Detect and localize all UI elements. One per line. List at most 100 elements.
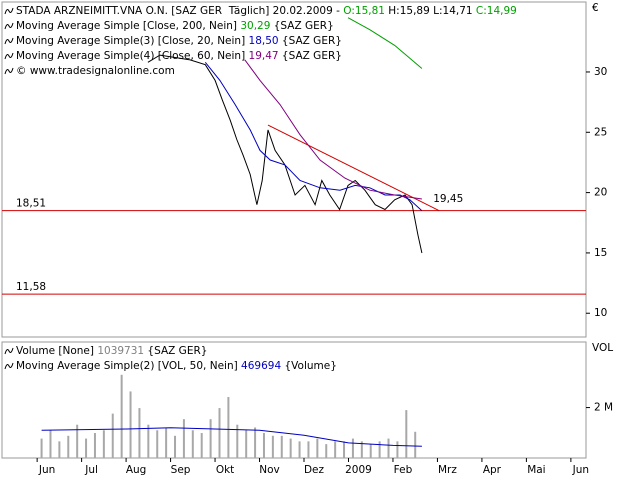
- volume-bar: [325, 444, 328, 458]
- volume-bar: [289, 438, 292, 458]
- volume-bar: [369, 444, 372, 458]
- volume-bar: [111, 413, 114, 458]
- volume-bar: [102, 430, 105, 458]
- y-tick-label: 25: [594, 126, 607, 138]
- legend-part: {Volume}: [281, 360, 337, 372]
- volume-bar: [85, 438, 88, 458]
- series-line: [244, 59, 422, 200]
- volume-bar: [254, 427, 257, 458]
- volume-bar: [93, 433, 96, 458]
- series-line: [147, 54, 423, 254]
- legend-entry: Moving Average Simple(2) [VOL, 50, Nein]…: [16, 360, 337, 372]
- axis-unit: VOL: [592, 342, 613, 354]
- legend-icon: [4, 37, 14, 45]
- legend-part: H:15,89 L:14,71: [385, 5, 476, 17]
- volume-bar: [316, 438, 319, 458]
- volume-bar: [271, 435, 274, 458]
- volume-bar: [218, 408, 221, 458]
- volume-bar: [165, 427, 168, 458]
- volume-bar: [307, 441, 310, 458]
- volume-bar: [280, 435, 283, 458]
- y-tick-label: 20: [594, 187, 607, 199]
- y-tick-label: 10: [594, 307, 607, 319]
- volume-bar: [174, 435, 177, 458]
- volume-bar: [334, 441, 337, 458]
- legend-part: Moving Average Simple(2) [VOL, 50, Nein]: [16, 360, 241, 372]
- x-tick-label: Jun: [38, 464, 55, 476]
- x-tick-label: Dez: [304, 464, 325, 476]
- volume-bar: [236, 424, 239, 458]
- level-label: 18,51: [16, 198, 46, 210]
- volume-bar: [387, 438, 390, 458]
- volume-bar: [209, 419, 212, 458]
- legend-icon: [4, 347, 14, 355]
- series-line: [41, 427, 422, 447]
- volume-bar: [200, 433, 203, 458]
- legend-part: 19,47: [249, 50, 279, 62]
- legend-part: O:15,81: [343, 5, 385, 17]
- legend-part: © www.tradesignalonline.com: [16, 65, 175, 77]
- y-tick-label: 15: [594, 247, 607, 259]
- volume-bar: [298, 441, 301, 458]
- volume-bar: [396, 441, 399, 458]
- panel: [1, 341, 587, 459]
- legend-entry: © www.tradesignalonline.com: [16, 65, 175, 77]
- legend-part: 469694: [241, 360, 281, 372]
- legend-part: {SAZ GER}: [279, 35, 342, 47]
- legend-part: STADA ARZNEIMITT.VNA O.N. [SAZ GER Tägli…: [16, 5, 343, 17]
- x-tick-label: Okt: [216, 464, 234, 476]
- volume-bar: [67, 435, 70, 458]
- x-tick-label: Apr: [483, 464, 502, 476]
- x-tick-label: Feb: [394, 464, 413, 476]
- legend-part: C:14,99: [476, 5, 517, 17]
- trendline: [267, 124, 440, 212]
- legend-icon: [4, 362, 14, 370]
- volume-bar: [405, 410, 408, 458]
- legend-part: {SAZ GER}: [279, 50, 342, 62]
- legend-icon: [4, 67, 14, 75]
- volume-bar: [147, 424, 150, 458]
- volume-bar: [182, 419, 185, 458]
- legend-part: Moving Average Simple(3) [Close, 20, Nei…: [16, 35, 249, 47]
- volume-bar: [245, 430, 248, 458]
- volume-bar: [343, 441, 346, 458]
- x-tick-label: Nov: [259, 464, 280, 476]
- y-tick-label: 2 M: [594, 402, 613, 414]
- volume-bar: [120, 374, 123, 458]
- volume-bar: [351, 438, 354, 458]
- x-tick-label: Jul: [84, 464, 98, 476]
- volume-bar: [40, 438, 43, 458]
- volume-bar: [76, 424, 79, 458]
- volume-bar: [49, 430, 52, 458]
- panel: [1, 1, 587, 338]
- legend-entry: STADA ARZNEIMITT.VNA O.N. [SAZ GER Tägli…: [16, 5, 517, 17]
- legend-part: 18,50: [249, 35, 279, 47]
- volume-bar: [378, 441, 381, 458]
- legend-part: Volume [None]: [16, 345, 97, 357]
- volume-bar: [129, 391, 132, 458]
- volume-bar: [262, 433, 265, 458]
- legend-entry: Moving Average Simple [Close, 200, Nein]…: [16, 20, 334, 32]
- legend-entry: Moving Average Simple(3) [Close, 20, Nei…: [16, 35, 342, 47]
- y-tick-label: 30: [594, 66, 607, 78]
- legend-part: {SAZ GER}: [144, 345, 207, 357]
- x-tick-label: 2009: [345, 464, 372, 476]
- legend-entry: Moving Average Simple(4) [Close, 60, Nei…: [16, 50, 342, 62]
- volume-bar: [138, 408, 141, 458]
- legend-part: {SAZ GER}: [270, 20, 333, 32]
- x-tick-label: Mrz: [438, 464, 457, 476]
- level-label: 11,58: [16, 281, 46, 293]
- legend-icon: [4, 52, 14, 60]
- x-tick-label: Sep: [171, 464, 191, 476]
- volume-bar: [360, 441, 363, 458]
- volume-bar: [227, 396, 230, 458]
- legend-icon: [4, 7, 14, 15]
- volume-bar: [156, 430, 159, 458]
- axis-unit: €: [592, 2, 599, 14]
- trendline-label: 19,45: [433, 193, 463, 205]
- legend-part: Moving Average Simple [Close, 200, Nein]: [16, 20, 240, 32]
- legend-part: 1039731: [97, 345, 144, 357]
- legend-icon: [4, 22, 14, 30]
- x-tick-label: Jun: [572, 464, 589, 476]
